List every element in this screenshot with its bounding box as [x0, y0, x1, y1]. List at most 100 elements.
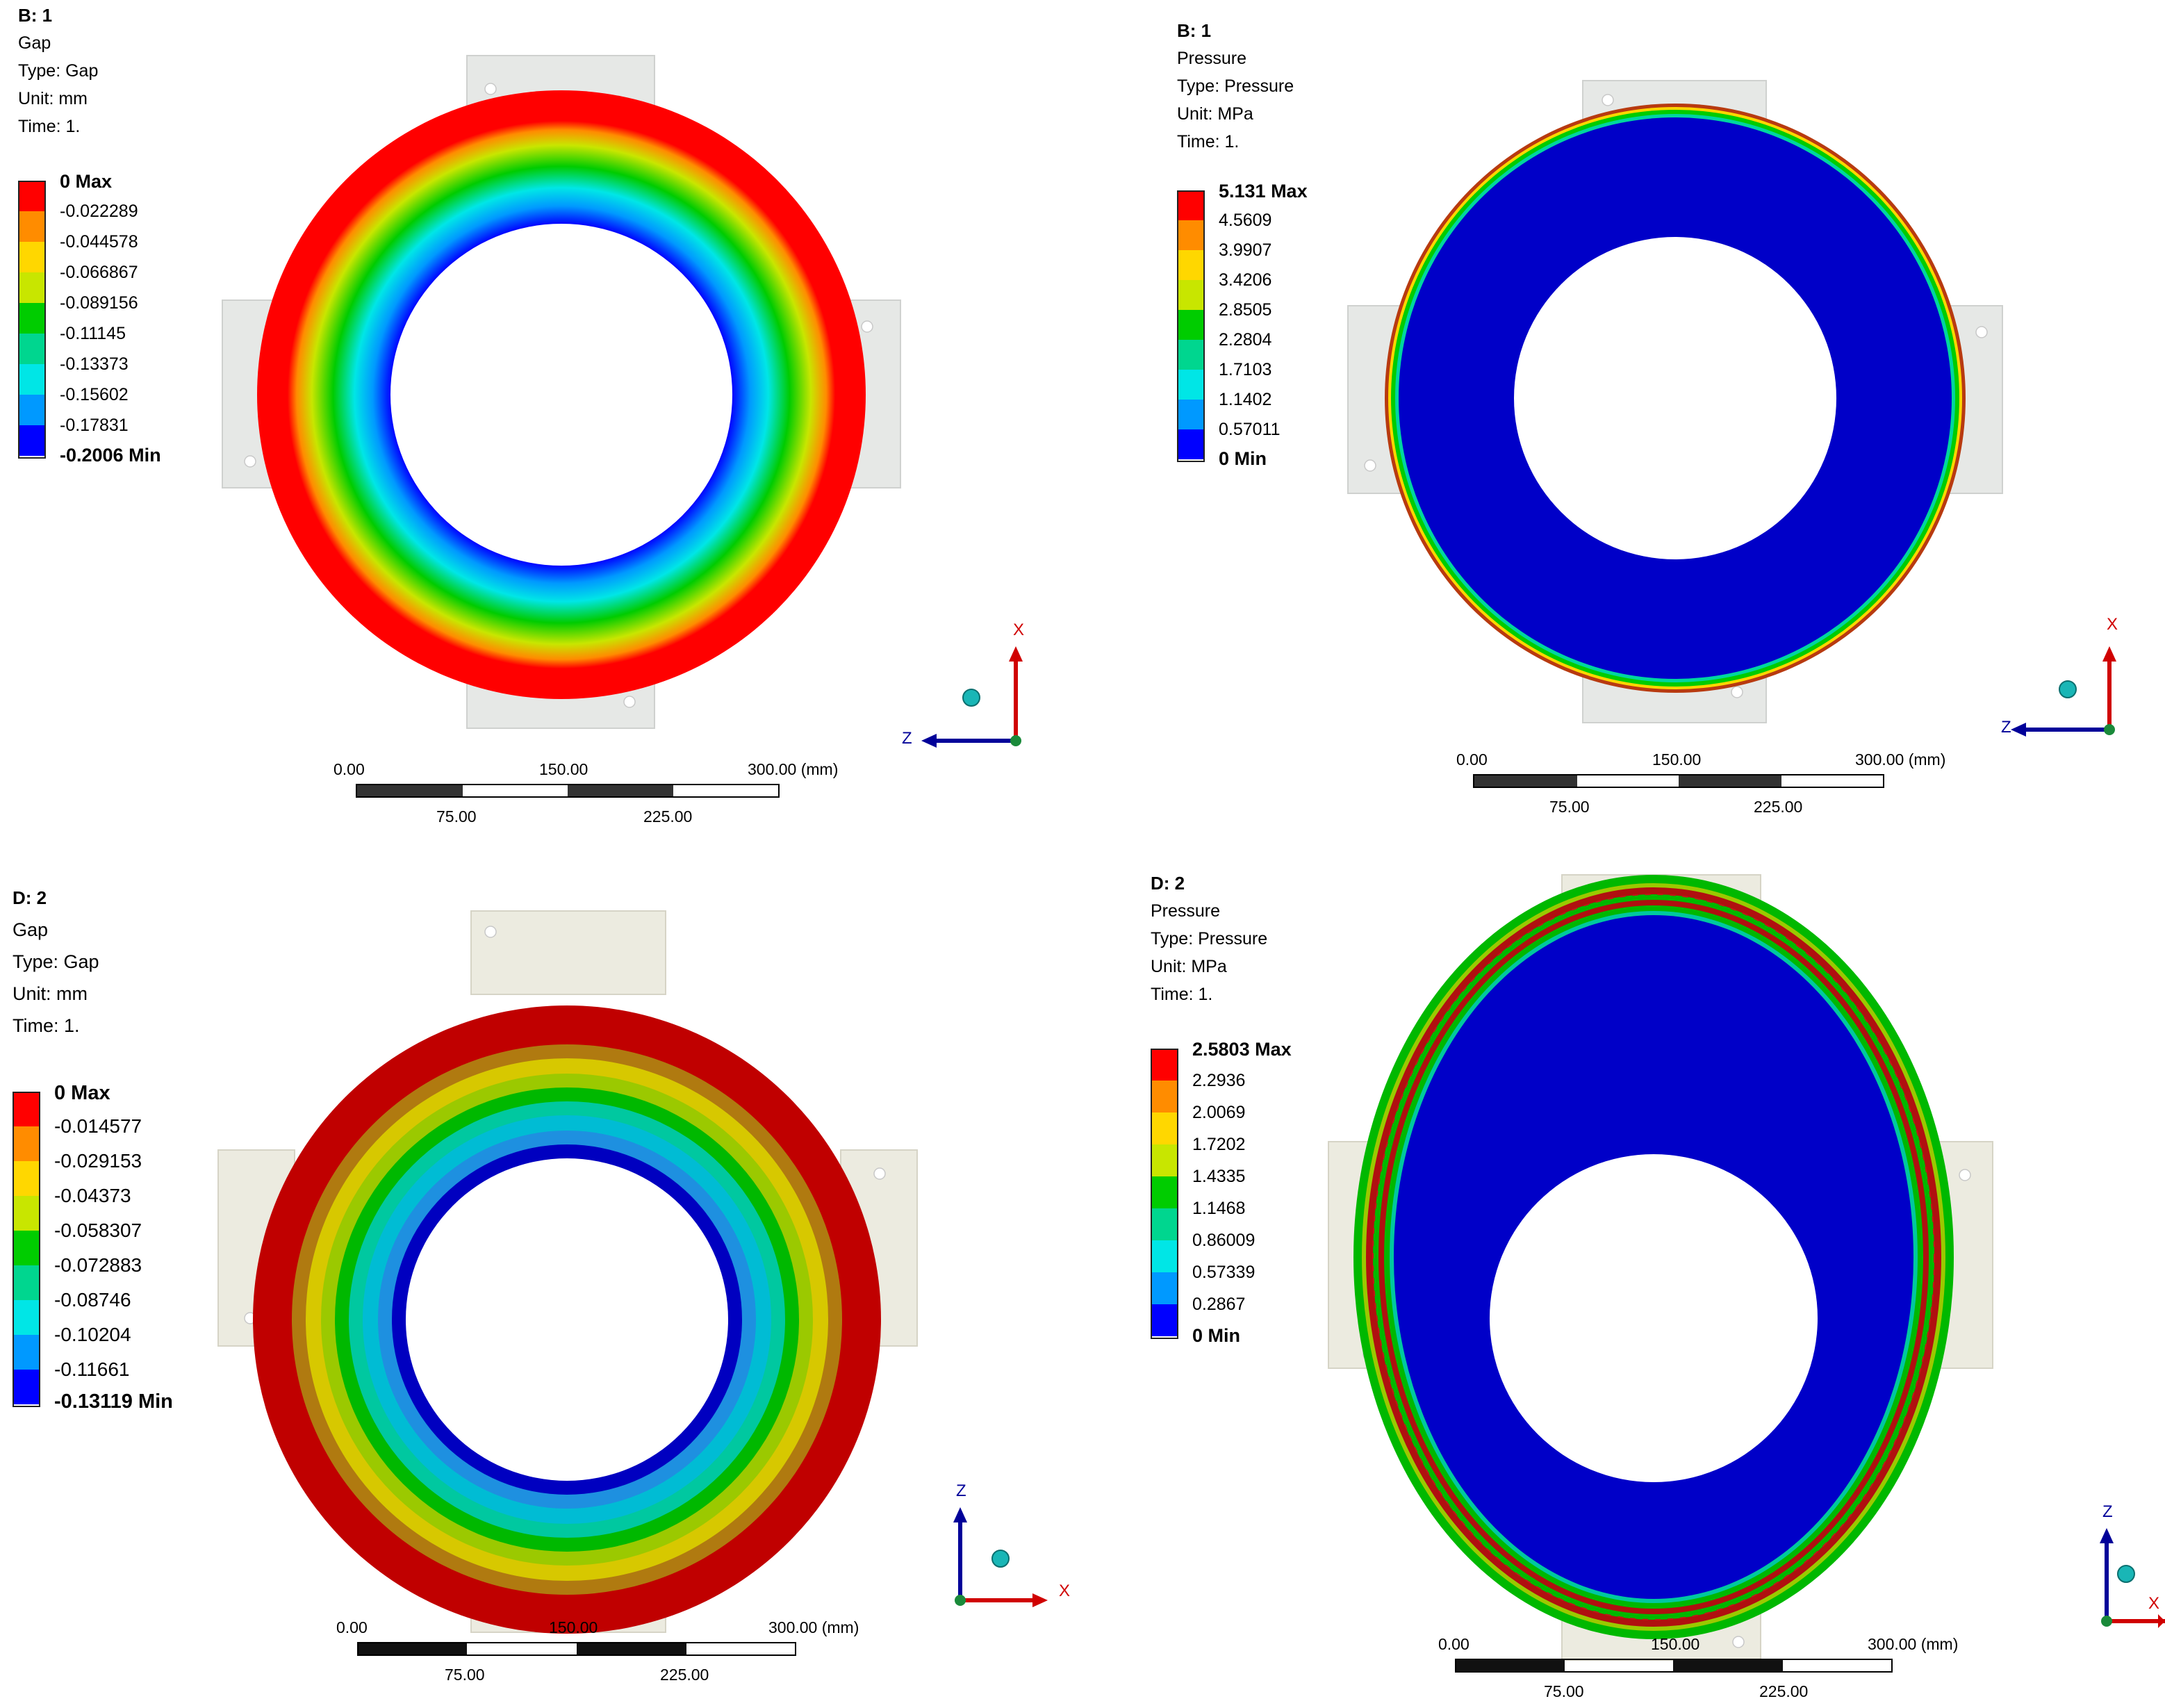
- triad-axis-label: X: [2107, 615, 2118, 634]
- legend-label: -0.11145: [60, 324, 126, 343]
- scale-tick: 75.00: [1549, 798, 1590, 816]
- scale-tick: 300.00 (mm): [748, 760, 839, 778]
- result-time: Time: 1.: [13, 1015, 80, 1036]
- result-name: Gap: [18, 33, 51, 53]
- legend-label: 2.5803 Max: [1192, 1039, 1292, 1060]
- legend-label: 1.1402: [1219, 390, 1272, 409]
- result-unit: Unit: MPa: [1151, 957, 1227, 976]
- contour-view: X Z: [1347, 80, 2118, 737]
- legend-label: -0.029153: [54, 1150, 142, 1172]
- result-title: B: 1: [18, 5, 53, 26]
- result-header: D: 2 Gap Type: Gap Unit: mm Time: 1.: [13, 882, 99, 1042]
- contour-view: Z X: [217, 910, 1070, 1634]
- triad-axis-label: Z: [2001, 718, 2011, 737]
- legend-label: 1.7202: [1192, 1135, 1246, 1154]
- inner-bore: [1490, 1154, 1818, 1482]
- legend-label: 2.2936: [1192, 1071, 1246, 1090]
- legend-label: -0.2006 Min: [60, 445, 161, 466]
- result-title: D: 2: [1151, 873, 1185, 894]
- legend-label: 3.9907: [1219, 240, 1272, 260]
- result-time: Time: 1.: [18, 117, 81, 136]
- triad-axis-label: X: [2148, 1594, 2159, 1613]
- legend-label: 0 Min: [1219, 448, 1267, 469]
- legend-label: 0.86009: [1192, 1231, 1256, 1250]
- legend-label: 2.0069: [1192, 1103, 1246, 1122]
- triad-axis-label: X: [1013, 621, 1024, 639]
- triad-axis-label: X: [1059, 1582, 1070, 1600]
- result-type: Type: Gap: [18, 61, 99, 81]
- scale-tick: 225.00: [1759, 1682, 1809, 1700]
- result-time: Time: 1.: [1177, 132, 1240, 151]
- triad-axis-label: Z: [956, 1481, 966, 1500]
- inner-bore: [406, 1158, 728, 1481]
- scale-tick: 0.00: [1438, 1635, 1470, 1653]
- legend-label: -0.10204: [54, 1324, 131, 1345]
- result-title: B: 1: [1177, 20, 1212, 41]
- legend-label: -0.022289: [60, 202, 138, 221]
- triad-axis-label: Z: [902, 729, 912, 748]
- result-time: Time: 1.: [1151, 985, 1213, 1004]
- scale-tick: 225.00: [1754, 798, 1803, 816]
- scale-tick: 75.00: [436, 807, 477, 826]
- inner-bore: [1514, 237, 1836, 559]
- result-unit: Unit: mm: [18, 89, 88, 108]
- coordinate-triad: X Z: [2001, 615, 2118, 737]
- legend-label: -0.058307: [54, 1220, 142, 1241]
- result-type: Type: Pressure: [1151, 929, 1268, 949]
- legend-label: 0 Max: [54, 1082, 110, 1104]
- legend-label: -0.13119 Min: [54, 1390, 173, 1413]
- panel-d2-gap: Z X D: 2 Gap Type: Gap Unit: mm Time: 1.…: [0, 854, 1082, 1708]
- scale-tick: 150.00: [1652, 750, 1702, 769]
- scale-tick: 150.00: [1651, 1635, 1700, 1653]
- legend-label: 0.57339: [1192, 1263, 1256, 1282]
- scale-tick: 150.00: [549, 1618, 598, 1636]
- result-unit: Unit: mm: [13, 983, 88, 1004]
- result-unit: Unit: MPa: [1177, 104, 1253, 124]
- result-name: Pressure: [1151, 901, 1221, 921]
- scale-tick: 0.00: [336, 1618, 368, 1636]
- legend-label: -0.04373: [54, 1185, 131, 1206]
- scale-tick: 75.00: [1544, 1682, 1584, 1700]
- inner-bore: [390, 224, 732, 566]
- scale-tick: 300.00 (mm): [1868, 1635, 1959, 1653]
- result-name: Gap: [13, 919, 49, 940]
- result-header: B: 1 Gap Type: Gap Unit: mm Time: 1.: [18, 1, 98, 140]
- scale-tick: 225.00: [643, 807, 693, 826]
- legend-label: 0.2867: [1192, 1295, 1246, 1314]
- legend-label: 2.8505: [1219, 300, 1272, 320]
- legend-label: 0 Max: [60, 171, 113, 192]
- panel-b1-gap: X Z B: 1 Gap Type: Gap Unit: mm Time: 1.…: [0, 0, 1082, 854]
- contour-view: Z X: [1328, 874, 2165, 1661]
- legend-label: -0.15602: [60, 385, 129, 404]
- legend-label: -0.044578: [60, 232, 138, 252]
- legend-label: 2.2804: [1219, 330, 1272, 350]
- triad-axis-label: Z: [2102, 1502, 2113, 1521]
- scale-bar: 0.00 150.00 300.00 (mm) 75.00 225.00: [334, 760, 838, 830]
- scale-tick: 150.00: [539, 760, 588, 778]
- result-type: Type: Gap: [13, 951, 99, 972]
- scale-tick: 300.00 (mm): [768, 1618, 859, 1636]
- coordinate-triad: Z X: [2100, 1502, 2165, 1628]
- result-name: Pressure: [1177, 49, 1247, 68]
- scale-tick: 225.00: [660, 1666, 709, 1684]
- panel-d2-pressure: Z X D: 2 Pressure Type: Pressure Unit: M…: [1082, 854, 2165, 1708]
- legend-label: 1.1468: [1192, 1199, 1246, 1218]
- result-type: Type: Pressure: [1177, 76, 1294, 96]
- legend-label: -0.08746: [54, 1289, 131, 1311]
- legend-label: -0.17831: [60, 416, 129, 435]
- legend-label: -0.072883: [54, 1254, 142, 1276]
- panel-b1-pressure: X Z B: 1 Pressure Type: Pressure Unit: M…: [1082, 0, 2165, 854]
- legend-label: -0.066867: [60, 263, 138, 282]
- result-header: B: 1 Pressure Type: Pressure Unit: MPa T…: [1177, 17, 1294, 156]
- legend-label: 3.4206: [1219, 270, 1272, 290]
- scale-bar: 0.00 150.00 300.00 (mm) 75.00 225.00: [1438, 1635, 1980, 1705]
- legend-label: 4.5609: [1219, 211, 1272, 230]
- scale-tick: 75.00: [445, 1666, 485, 1684]
- result-header: D: 2 Pressure Type: Pressure Unit: MPa T…: [1151, 869, 1267, 1008]
- legend-label: 5.131 Max: [1219, 181, 1308, 202]
- legend-label: 0.57011: [1219, 420, 1281, 439]
- scale-tick: 0.00: [334, 760, 365, 778]
- coordinate-triad: X Z: [902, 621, 1024, 748]
- result-title: D: 2: [13, 887, 47, 908]
- contour-view: X Z: [222, 55, 1024, 748]
